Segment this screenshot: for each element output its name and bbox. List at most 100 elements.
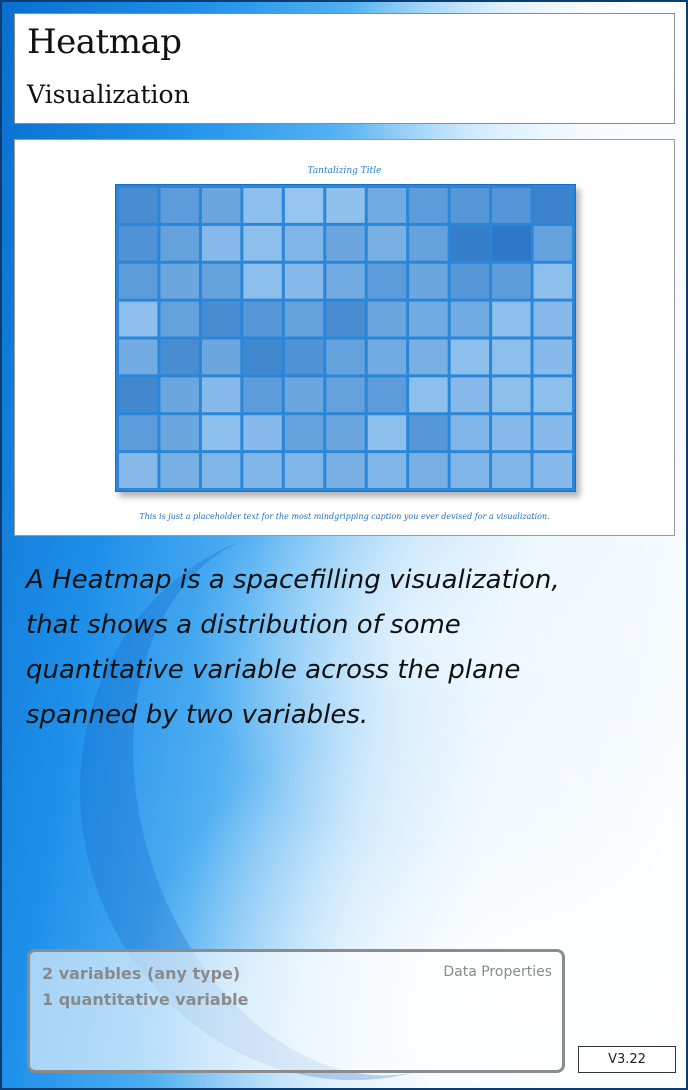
heatmap-cell [119, 415, 158, 451]
heatmap-cell [243, 377, 282, 413]
heatmap-cell [284, 339, 324, 375]
figure-panel: Tantalizing Title This is just a placeho… [14, 139, 675, 536]
heatmap-cell [492, 377, 531, 413]
heatmap-cell [492, 415, 531, 451]
heatmap-cell [243, 188, 282, 223]
heatmap-cell [450, 377, 490, 413]
heatmap-cell [201, 225, 241, 261]
data-property-item: 2 variables (any type) [42, 964, 241, 983]
heatmap-cell [243, 225, 282, 261]
page-title: Heatmap [27, 22, 182, 62]
heatmap-cell [492, 301, 531, 337]
heatmap-cell [367, 301, 407, 337]
heatmap-cell [409, 377, 448, 413]
heatmap-cell [243, 415, 282, 451]
heatmap-cell [409, 225, 448, 261]
data-properties-box: Data Properties 2 variables (any type) 1… [27, 949, 565, 1073]
heatmap-cell [533, 188, 572, 223]
heatmap-cell [160, 263, 199, 299]
heatmap-cell [326, 225, 365, 261]
heatmap-cell [201, 263, 241, 299]
heatmap-cell [119, 453, 158, 488]
heatmap-cell [367, 188, 407, 223]
heatmap-cell [409, 188, 448, 223]
heatmap-cell [492, 188, 531, 223]
heatmap-cell [533, 453, 572, 488]
heatmap-cell [119, 377, 158, 413]
heatmap-cell [367, 339, 407, 375]
heatmap-cell [284, 415, 324, 451]
heatmap-cell [201, 453, 241, 488]
heatmap-cell [284, 377, 324, 413]
data-property-item: 1 quantitative variable [42, 990, 249, 1009]
heatmap-cell [409, 415, 448, 451]
heatmap-cell [160, 415, 199, 451]
heatmap-cell [326, 453, 365, 488]
heatmap-cell [201, 415, 241, 451]
heatmap-svg [119, 188, 572, 488]
description-text: A Heatmap is a spacefilling visualizatio… [26, 565, 560, 730]
heatmap-cell [119, 263, 158, 299]
heatmap-cell [367, 263, 407, 299]
heatmap-cell [492, 263, 531, 299]
figure-title: Tantalizing Title [307, 166, 382, 176]
heatmap-cell [533, 225, 572, 261]
heatmap-cell [243, 453, 282, 488]
heatmap-cell [409, 263, 448, 299]
data-properties-label: Data Properties [443, 964, 552, 980]
heatmap-cell [450, 453, 490, 488]
figure-caption: This is just a placeholder text for the … [139, 512, 550, 521]
heatmap-cell [284, 301, 324, 337]
heatmap-cell [450, 188, 490, 223]
heatmap-cell [533, 301, 572, 337]
heatmap-cell [533, 377, 572, 413]
heatmap-cell [326, 263, 365, 299]
heatmap-cell [201, 377, 241, 413]
heatmap-cell [450, 339, 490, 375]
heatmap-cell [119, 301, 158, 337]
heatmap-cell [243, 339, 282, 375]
heatmap-cell [367, 225, 407, 261]
heatmap-cell [492, 225, 531, 261]
header-panel: Heatmap Visualization [14, 13, 675, 124]
heatmap-cell [326, 415, 365, 451]
heatmap-cell [492, 339, 531, 375]
heatmap-cell [284, 263, 324, 299]
heatmap-cell [533, 415, 572, 451]
heatmap-cell [450, 415, 490, 451]
heatmap-cell [533, 339, 572, 375]
heatmap-cell [243, 263, 282, 299]
heatmap-cell [284, 225, 324, 261]
heatmap-cell [450, 225, 490, 261]
heatmap-cell [367, 453, 407, 488]
heatmap-cell [160, 377, 199, 413]
heatmap-cell [284, 453, 324, 488]
heatmap-cell [160, 188, 199, 223]
heatmap-cell [243, 301, 282, 337]
heatmap-cell [326, 339, 365, 375]
heatmap-cell [326, 377, 365, 413]
heatmap-cell [160, 453, 199, 488]
heatmap-cell [492, 453, 531, 488]
heatmap-cell [367, 377, 407, 413]
heatmap-cell [409, 339, 448, 375]
heatmap-cell [409, 453, 448, 488]
heatmap-cell [533, 263, 572, 299]
heatmap-cell [326, 188, 365, 223]
heatmap-cell [119, 339, 158, 375]
heatmap-cell [367, 415, 407, 451]
heatmap-cell [326, 301, 365, 337]
heatmap-cell [409, 301, 448, 337]
version-badge: V3.22 [578, 1046, 676, 1073]
heatmap-cell [284, 188, 324, 223]
heatmap-cell [119, 188, 158, 223]
heatmap-cell [450, 301, 490, 337]
heatmap-cell [160, 225, 199, 261]
heatmap-cell [160, 301, 199, 337]
page-subtitle: Visualization [27, 80, 190, 109]
heatmap-cell [450, 263, 490, 299]
heatmap-cell [160, 339, 199, 375]
heatmap-cell [119, 225, 158, 261]
heatmap-cell [201, 339, 241, 375]
heatmap-cell [201, 188, 241, 223]
